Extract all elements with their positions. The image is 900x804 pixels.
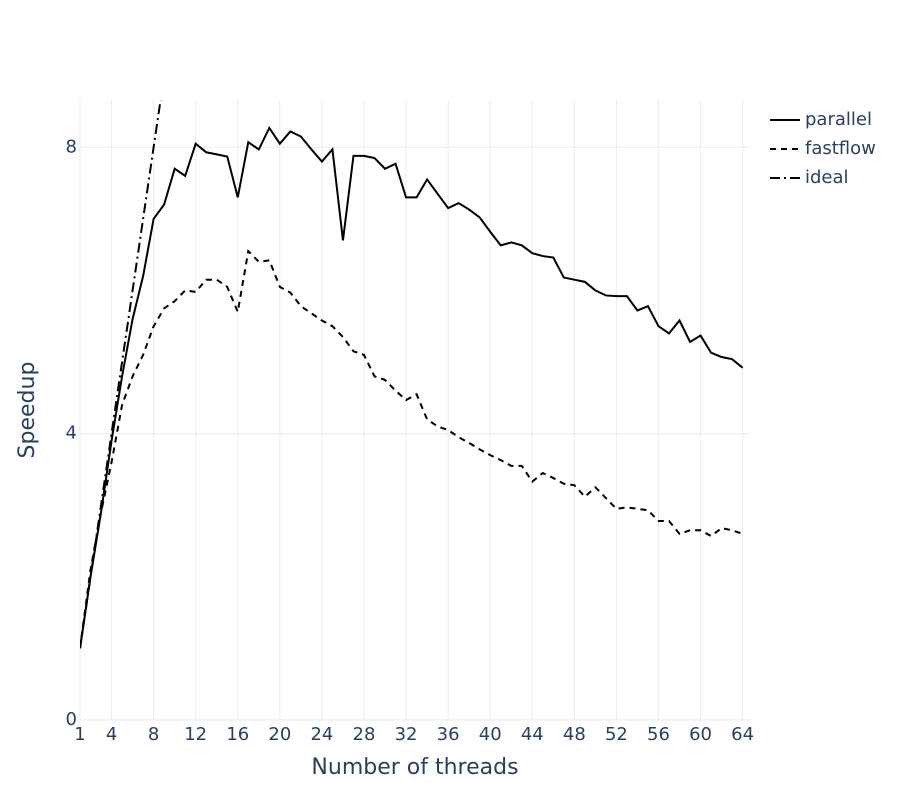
x-tick-label: 24 bbox=[310, 724, 333, 745]
x-tick-label: 4 bbox=[106, 724, 117, 745]
x-tick-label: 48 bbox=[563, 724, 586, 745]
x-tick-label: 20 bbox=[268, 724, 291, 745]
legend-label: parallel bbox=[805, 109, 872, 130]
x-tick-label: 40 bbox=[479, 724, 502, 745]
x-axis-title: Number of threads bbox=[311, 755, 518, 780]
x-tick-label: 44 bbox=[521, 724, 544, 745]
x-tick-label: 64 bbox=[731, 724, 754, 745]
x-tick-label: 1 bbox=[74, 724, 85, 745]
plot-area bbox=[80, 100, 744, 649]
y-tick-label: 4 bbox=[66, 423, 77, 444]
line-series bbox=[80, 248, 743, 649]
y-tick-label: 0 bbox=[66, 709, 77, 730]
line-series bbox=[80, 100, 162, 649]
legend-label: ideal bbox=[805, 167, 849, 188]
x-tick-label: 36 bbox=[437, 724, 460, 745]
x-tick-label: 16 bbox=[226, 724, 249, 745]
x-tick-label: 32 bbox=[395, 724, 418, 745]
x-tick-label: 12 bbox=[184, 724, 207, 745]
line-series bbox=[80, 125, 744, 649]
y-tick-label: 8 bbox=[66, 136, 77, 157]
x-tick-label: 52 bbox=[605, 724, 628, 745]
x-tick-label: 28 bbox=[353, 724, 376, 745]
x-tick-label: 8 bbox=[148, 724, 159, 745]
y-axis-title: Speedup bbox=[15, 362, 40, 459]
x-tick-label: 56 bbox=[647, 724, 670, 745]
x-tick-label: 60 bbox=[689, 724, 712, 745]
legend-label: fastflow bbox=[805, 138, 876, 159]
